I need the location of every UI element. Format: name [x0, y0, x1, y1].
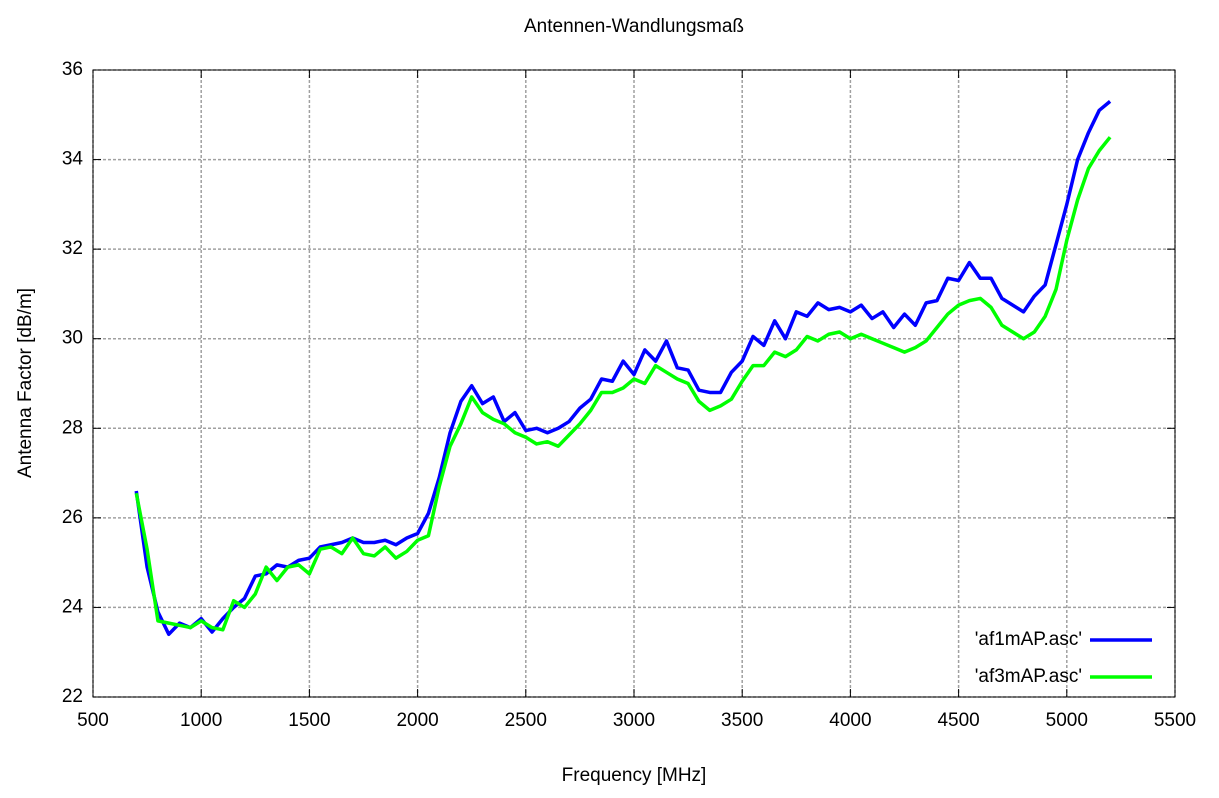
y-tick-label: 32: [62, 238, 83, 259]
x-tick-label: 1500: [288, 710, 330, 731]
legend-label: 'af1mAP.asc': [975, 629, 1082, 650]
x-tick-label: 3500: [721, 710, 763, 731]
x-tick-label: 5000: [1046, 710, 1088, 731]
y-axis-label: Antenna Factor [dB/m]: [15, 288, 36, 478]
x-tick-label: 5500: [1154, 710, 1196, 731]
plot-frame: [92, 69, 1176, 698]
y-tick-label: 24: [62, 596, 84, 617]
y-tick-label: 22: [62, 686, 83, 707]
x-tick-label: 2000: [396, 710, 438, 731]
chart-title: Antennen-Wandlungsmaß: [524, 16, 744, 37]
legend-label: 'af3mAP.asc': [975, 666, 1082, 687]
x-tick-label: 2500: [505, 710, 547, 731]
y-tick-label: 30: [62, 328, 83, 349]
x-tick-label: 500: [77, 710, 109, 731]
x-tick-label: 1000: [180, 710, 222, 731]
y-tick-label: 34: [62, 149, 84, 170]
data-line: [134, 136, 1112, 632]
x-tick-label: 4000: [829, 710, 871, 731]
y-tick-label: 28: [62, 417, 83, 438]
x-tick-label: 4500: [937, 710, 979, 731]
data-line: [134, 100, 1112, 637]
y-tick-label: 36: [62, 59, 83, 80]
x-tick-label: 3000: [613, 710, 655, 731]
x-axis-label: Frequency [MHz]: [562, 765, 707, 786]
y-tick-label: 26: [62, 507, 83, 528]
